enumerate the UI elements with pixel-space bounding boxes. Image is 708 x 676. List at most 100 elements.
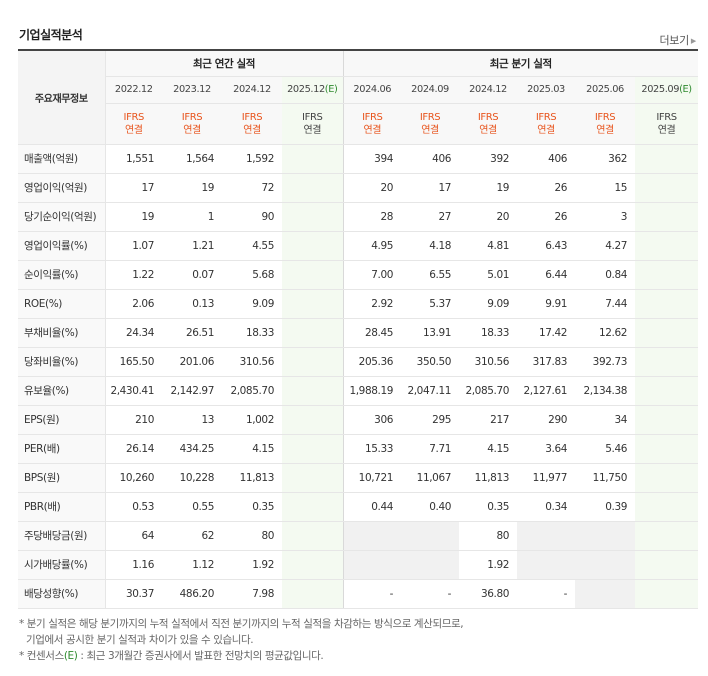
period-label: 2024.12 [233, 84, 271, 95]
period-header: 2024.12 [459, 76, 518, 104]
quarter-value-cell: 290 [517, 404, 576, 435]
annual-value-cell [282, 144, 344, 174]
annual-value-cell [282, 434, 344, 464]
ifrs-badge: IFRS 연결 [459, 103, 518, 145]
quarter-value-cell [401, 520, 460, 551]
quarter-value-cell: 317.83 [517, 347, 576, 377]
quarter-value-cell: 15.33 [342, 434, 402, 464]
annual-value-cell: 4.55 [222, 230, 282, 261]
quarter-value-cell [635, 230, 699, 261]
annual-value-cell: 4.15 [222, 434, 282, 464]
quarter-value-cell: 17 [401, 173, 460, 203]
quarter-value-cell: 6.43 [517, 230, 576, 261]
quarter-value-cell: 28.45 [342, 317, 402, 348]
table-row: 시가배당률(%) 1.16 1.12 1.92 1.92 [18, 550, 699, 580]
quarter-value-cell: 9.09 [459, 289, 518, 319]
quarter-value-cell: 394 [342, 144, 402, 174]
quarter-value-cell [635, 144, 699, 174]
annual-value-cell [282, 317, 344, 348]
quarter-value-cell [575, 520, 636, 551]
row-label: EPS(원) [18, 404, 105, 435]
annual-value-cell: 1.16 [104, 550, 162, 580]
row-label: 유보율(%) [18, 376, 105, 406]
section-title: 기업실적분석 [19, 28, 83, 42]
annual-value-cell: 7.98 [222, 579, 282, 609]
ifrs-label: IFRS [302, 111, 323, 123]
quarter-value-cell: 19 [459, 173, 518, 203]
ifrs-label: IFRS [419, 111, 441, 123]
annual-value-cell [282, 579, 344, 609]
row-label: 순이익률(%) [18, 260, 105, 290]
table-row: ROE(%) 2.06 0.13 9.09 2.92 5.37 9.09 9.91 7.44 [18, 289, 699, 319]
quarter-value-cell [635, 550, 699, 580]
quarter-value-cell: 10,721 [342, 463, 402, 493]
quarter-value-cell [575, 579, 636, 609]
consolidated-label: 연결 [363, 124, 382, 136]
quarter-value-cell [635, 376, 699, 406]
annual-value-cell: 2,085.70 [222, 376, 282, 406]
period-header: 2025.03 [517, 76, 576, 104]
quarter-value-cell: 4.81 [459, 230, 518, 261]
quarter-value-cell: 6.55 [401, 260, 460, 290]
quarter-value-cell: 306 [342, 404, 402, 435]
ifrs-badge: IFRS 연결 [401, 103, 460, 145]
ifrs-label: IFRS [123, 111, 145, 123]
table-row: 당기순이익(억원) 19 1 90 28 27 20 26 3 [18, 202, 699, 232]
ifrs-label: IFRS [535, 111, 557, 123]
ifrs-badge: IFRS 연결 [282, 103, 344, 145]
quarter-value-cell [635, 404, 699, 435]
annual-value-cell: 80 [222, 520, 282, 551]
quarter-value-cell: 2,134.38 [575, 376, 636, 406]
annual-value-cell: 0.55 [162, 492, 222, 522]
quarter-value-cell: 18.33 [459, 317, 518, 348]
ifrs-label: IFRS [241, 111, 263, 123]
more-link[interactable]: 더보기 ▶ [659, 32, 696, 48]
table-row: 주당배당금(원) 64 62 80 80 [18, 520, 699, 551]
consolidated-label: 연결 [243, 124, 261, 136]
quarter-value-cell: 392.73 [575, 347, 636, 377]
quarter-value-cell [517, 550, 576, 580]
quarter-value-cell: 1,988.19 [342, 376, 402, 406]
annual-value-cell [282, 463, 344, 493]
annual-value-cell [282, 202, 344, 232]
annual-value-cell: 1.21 [162, 230, 222, 261]
quarter-value-cell: 26 [517, 173, 576, 203]
estimate-marker: (E) [679, 84, 692, 95]
ifrs-badge: IFRS 연결 [635, 103, 699, 145]
header-period-row: 2022.12 2023.12 2024.12 2025.12(E) 2024.06 20… [18, 76, 699, 104]
quarter-value-cell: 0.34 [517, 492, 576, 522]
estimate-marker: (E) [324, 84, 338, 95]
quarter-value-cell: 350.50 [401, 347, 460, 377]
row-label: ROE(%) [18, 289, 105, 319]
quarter-value-cell: - [342, 579, 402, 609]
footnote-1-cont: 기업에서 공시한 분기 실적과 차이가 있을 수 있습니다. [26, 634, 254, 646]
annual-value-cell: 1 [162, 202, 222, 232]
period-label: 2024.09 [411, 84, 449, 95]
annual-value-cell: 0.07 [162, 260, 222, 290]
quarter-value-cell: 2,047.11 [401, 376, 460, 406]
annual-value-cell [282, 173, 344, 203]
quarter-value-cell: 406 [401, 144, 460, 174]
ifrs-badge: IFRS 연결 [517, 103, 576, 145]
annual-value-cell: 19 [104, 202, 162, 232]
table-row: 영업이익(억원) 17 19 72 20 17 19 26 15 [18, 173, 699, 203]
estimate-marker: (E) [63, 650, 78, 662]
consolidated-label: 연결 [124, 124, 143, 136]
table-row: 당좌비율(%) 165.50 201.06 310.56 205.36 350.50 310… [18, 347, 699, 377]
quarter-value-cell: 27 [401, 202, 460, 232]
period-label: 2025.09 [641, 84, 680, 95]
quarter-value-cell: 0.39 [575, 492, 636, 522]
annual-value-cell: 1.12 [162, 550, 222, 580]
annual-value-cell: 434.25 [162, 434, 222, 464]
annual-value-cell [282, 492, 344, 522]
quarter-value-cell [635, 492, 699, 522]
quarter-value-cell: 11,750 [575, 463, 636, 493]
quarter-value-cell: 0.84 [575, 260, 636, 290]
annual-value-cell: 26.51 [162, 317, 222, 348]
annual-value-cell: 310.56 [222, 347, 282, 377]
quarter-value-cell [635, 317, 699, 348]
quarter-value-cell: 2.92 [342, 289, 402, 319]
quarter-value-cell [635, 463, 699, 493]
row-label: 주당배당금(원) [18, 520, 105, 551]
quarter-value-cell: 34 [575, 404, 636, 435]
